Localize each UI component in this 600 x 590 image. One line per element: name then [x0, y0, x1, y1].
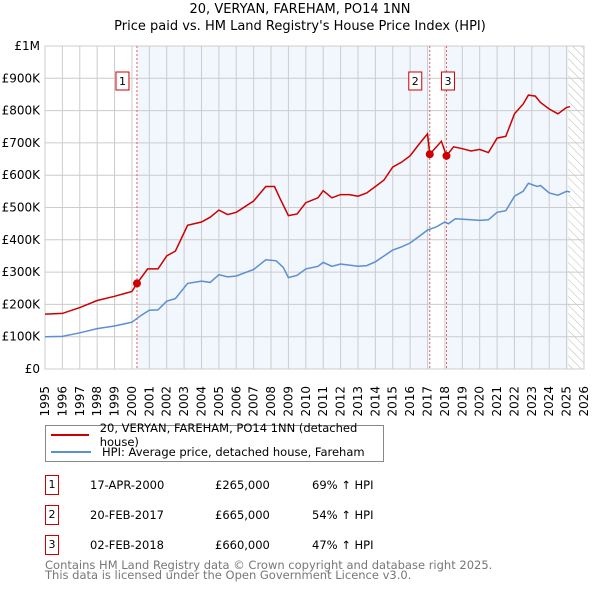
sale-row: 3 02-FEB-2018 £660,000 47% ↑ HPI	[45, 535, 445, 555]
sale-hpi: 69% ↑ HPI	[312, 478, 374, 492]
sale-point	[442, 151, 451, 160]
y-tick-label: £1M	[14, 39, 40, 53]
sale-price: £660,000	[215, 538, 270, 552]
x-tick-label: 1998	[90, 386, 104, 417]
sale-marker: 1	[45, 475, 59, 495]
x-tick-label: 2003	[177, 386, 191, 417]
x-tick-label: 2001	[142, 386, 156, 417]
legend-item-property: 20, VERYAN, FAREHAM, PO14 1NN (detached …	[51, 421, 383, 449]
footer-line: Contains HM Land Registry data © Crown c…	[45, 558, 493, 572]
x-tick-label: 2021	[490, 386, 504, 417]
x-tick-label: 2010	[299, 386, 313, 417]
y-tick-label: £400K	[2, 233, 42, 247]
y-tick-label: £500K	[2, 201, 42, 215]
x-tick-label: 1999	[108, 386, 122, 417]
chart-title: 20, VERYAN, FAREHAM, PO14 1NN	[189, 2, 411, 17]
x-tick-label: 2016	[403, 386, 417, 417]
x-tick-label: 2005	[212, 386, 226, 417]
y-tick-label: £0	[25, 362, 40, 376]
sale-marker-number: 1	[119, 75, 126, 88]
sale-marker: 3	[45, 535, 59, 555]
sale-marker-number: 3	[444, 75, 451, 88]
x-tick-label: 2019	[455, 386, 469, 417]
sale-date: 17-APR-2000	[90, 478, 165, 492]
legend-item-hpi: HPI: Average price, detached house, Fare…	[51, 444, 365, 460]
sale-date: 20-FEB-2017	[90, 508, 164, 522]
x-tick-label: 1995	[38, 386, 52, 417]
x-tick-label: 2018	[438, 386, 452, 417]
chart-svg: 1995 1996 1997 1998 1999 2000 2001 2002 2003 2004…	[2, 39, 591, 417]
x-tick-label: 2022	[507, 386, 521, 417]
legend-swatch-blue	[51, 451, 91, 453]
y-tick-label: £200K	[2, 297, 42, 311]
x-tick-label: 1997	[73, 386, 87, 417]
x-tick-label: 2002	[160, 386, 174, 417]
sale-marker-box	[408, 71, 423, 91]
sale-row: 1 17-APR-2000 £265,000 69% ↑ HPI	[45, 475, 445, 495]
x-tick-label: 2026	[577, 386, 591, 417]
sale-marker-box	[115, 71, 130, 91]
x-tick-label: 2024	[542, 386, 556, 417]
x-tick-label: 2014	[368, 386, 382, 417]
x-tick-label: 2015	[386, 386, 400, 417]
sale-marker-label: 1	[115, 71, 130, 91]
y-tick-label: £100K	[2, 330, 42, 344]
sale-point	[132, 279, 141, 288]
legend-swatch-red	[51, 434, 89, 436]
legend-label: 20, VERYAN, FAREHAM, PO14 1NN (detached …	[99, 421, 358, 449]
sale-marker-label: 3	[440, 71, 455, 91]
sale-marker-box	[440, 71, 455, 91]
legend-label: HPI: Average price, detached house, Fare…	[102, 445, 365, 459]
sale-row: 2 20-FEB-2017 £665,000 54% ↑ HPI	[45, 505, 445, 525]
x-tick-label: 2017	[421, 386, 435, 417]
chart-subtitle: Price paid vs. HM Land Registry's House …	[114, 19, 486, 34]
series-line	[44, 182, 571, 338]
plot-frame	[44, 45, 585, 370]
x-tick-label: 2008	[264, 386, 278, 417]
x-tick-label: 2009	[281, 386, 295, 417]
x-tick-label: 2013	[351, 386, 365, 417]
x-tick-label: 2007	[247, 386, 261, 417]
x-tick-label: 2011	[316, 386, 330, 417]
y-tick-label: £800K	[2, 104, 42, 118]
y-tick-label: £600K	[2, 168, 42, 182]
legend: 20, VERYAN, FAREHAM, PO14 1NN (detached …	[45, 421, 384, 462]
sale-point	[425, 150, 434, 159]
y-tick-label: £900K	[2, 71, 42, 85]
x-tick-label: 2023	[525, 386, 539, 417]
sale-marker-number: 2	[412, 75, 419, 88]
sale-price: £265,000	[215, 478, 270, 492]
sale-marker-label: 2	[408, 71, 423, 91]
sale-hpi: 47% ↑ HPI	[312, 538, 374, 552]
sale-date: 02-FEB-2018	[90, 538, 164, 552]
series-line	[44, 94, 571, 315]
x-tick-label: 2000	[125, 386, 139, 417]
x-tick-label: 2020	[473, 386, 487, 417]
y-tick-label: £700K	[2, 136, 42, 150]
x-tick-label: 2004	[194, 386, 208, 417]
x-tick-label: 1996	[55, 386, 69, 417]
sale-price: £665,000	[215, 508, 270, 522]
x-tick-label: 2025	[560, 386, 574, 417]
footer-line: This data is licensed under the Open Gov…	[45, 568, 412, 582]
sale-hpi: 54% ↑ HPI	[312, 508, 374, 522]
x-tick-label: 2006	[229, 386, 243, 417]
x-tick-label: 2012	[334, 386, 348, 417]
y-tick-label: £300K	[2, 265, 42, 279]
sale-marker: 2	[45, 505, 59, 525]
footer: Contains HM Land Registry data © Crown c…	[45, 558, 493, 582]
